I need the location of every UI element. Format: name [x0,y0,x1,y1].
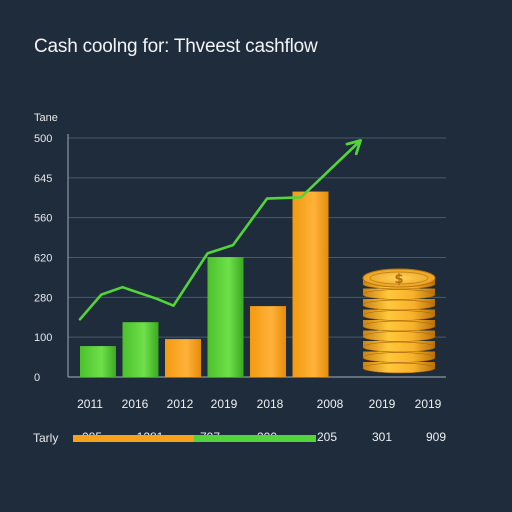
bar-layer [80,191,329,377]
y-tick-label: 280 [34,292,52,304]
trend-arrow-head [345,139,362,156]
y-tick-label: 100 [34,332,52,344]
x-tick-label: 2019 [211,397,238,411]
bar [207,257,244,377]
x-tick-label: 2018 [257,397,284,411]
bar [250,306,286,377]
coin [362,320,436,332]
row-value: 301 [372,430,392,444]
trend-line [78,139,362,321]
y-tick-label: 620 [34,253,52,265]
row-value: 205 [317,430,337,444]
bar [122,322,159,377]
legend-bar-green [194,435,316,442]
y-axis-label: Tane [34,112,58,124]
y-tick-label: 500 [34,133,52,145]
legend-bar-orange [73,435,194,442]
chart-title: Cash coolng for: Thveest cashflow [34,36,318,57]
y-tick-label: 560 [34,213,52,225]
coin-stack-icon: $ [362,268,436,374]
bar [165,339,201,377]
y-tick-label: 645 [34,173,52,185]
label-layer: 500 645 560 620 280 100 0 2011 2016 2012 2019 2018 2… [34,133,446,444]
dollar-sign-icon: $ [394,272,403,287]
row-value: 909 [426,430,446,444]
coin [362,310,436,321]
x-tick-label: 2012 [167,397,194,411]
coin [362,341,436,353]
x-tick-label: 2016 [122,397,149,411]
row-label: Tarly [33,431,59,445]
x-tick-label: 2019 [369,397,396,411]
trend-line-layer [78,139,362,321]
coin [362,299,436,311]
bar [292,191,329,377]
coin [362,331,436,342]
x-tick-label: 2008 [317,397,344,411]
y-tick-label: 0 [34,372,40,384]
x-tick-label: 2011 [77,397,103,411]
coin [362,362,436,374]
coin [362,352,436,363]
coin-rim [369,271,429,285]
x-tick-label: 2019 [415,397,442,411]
bar [80,346,116,377]
coin [362,289,436,300]
